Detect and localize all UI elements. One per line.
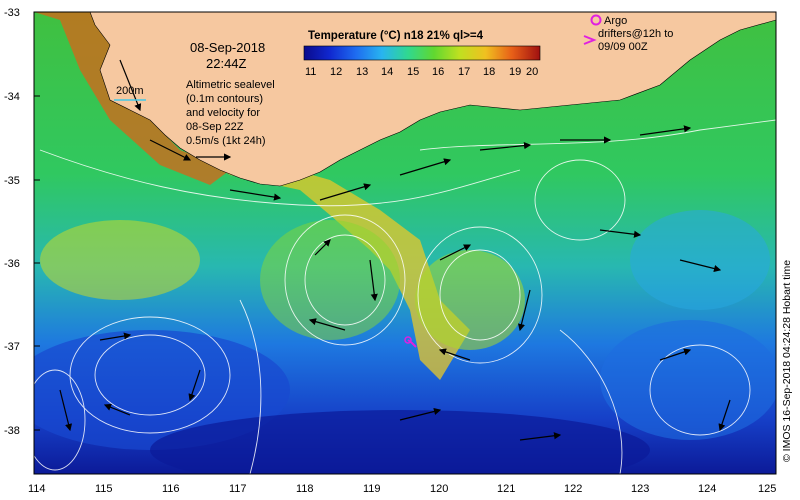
description-line: 08-Sep 22Z [186, 121, 244, 133]
y-tick-label: -37 [4, 341, 20, 353]
argo-legend-line: 09/09 00Z [598, 41, 648, 53]
argo-legend: Argo drifters@12h to 09/09 00Z [583, 14, 673, 53]
map-date: 08-Sep-2018 [190, 40, 265, 55]
x-tick-label: 122 [564, 483, 582, 495]
description-line: (0.1m contours) [186, 93, 263, 105]
land-mass [89, 12, 776, 187]
cold-water-se [600, 320, 776, 440]
x-tick-label: 120 [430, 483, 448, 495]
velocity-vectors [59, 59, 731, 441]
argo-legend-line: Argo [604, 15, 627, 27]
warm-coastal-current [34, 12, 470, 380]
colorbar-tick: 18 [483, 66, 495, 78]
x-axis: 114 115 116 117 118 119 120 121 122 123 … [28, 483, 776, 495]
argo-chevron-icon [583, 35, 597, 45]
colorbar-tick: 19 [509, 66, 521, 78]
argo-drifter-track [404, 336, 417, 348]
map-frame-border [33, 11, 777, 475]
argo-legend-line: drifters@12h to [598, 28, 673, 40]
colorbar-tick: 13 [356, 66, 368, 78]
sealevel-contours [34, 119, 776, 474]
x-tick-label: 124 [698, 483, 716, 495]
warm-eddy [415, 250, 525, 350]
cold-water-sw [34, 330, 290, 450]
colorbar-tick: 11 [305, 66, 316, 78]
x-tick-label: 117 [229, 483, 247, 495]
description-line: 0.5m/s (1kt 24h) [186, 135, 265, 147]
cold-water-s [150, 410, 650, 474]
y-tick-label: -35 [4, 175, 20, 187]
depth-contour-legend-label: 200m [116, 85, 144, 97]
x-tick-label: 114 [28, 483, 46, 495]
y-tick-label: -34 [4, 91, 20, 103]
credit-text: © IMOS 16-Sep-2018 04:24:28 Hobart time [781, 260, 793, 462]
x-tick-label: 125 [758, 483, 776, 495]
y-tick-label: -36 [4, 258, 20, 270]
colorbar-title: Temperature (°C) n18 21% ql>=4 [308, 30, 484, 42]
argo-circle-icon [590, 14, 602, 26]
description-block: Altimetric sealevel (0.1m contours) and … [186, 79, 275, 161]
colorbar-tick: 12 [330, 66, 342, 78]
y-tick-label: -38 [4, 425, 20, 437]
map-time: 22:44Z [206, 56, 247, 71]
x-tick-label: 121 [497, 483, 515, 495]
colorbar-tick: 14 [381, 66, 393, 78]
colorbar: Temperature (°C) n18 21% ql>=4 11 12 13 … [303, 30, 541, 78]
x-tick-label: 115 [95, 483, 113, 495]
colorbar-gradient [303, 45, 541, 61]
x-tick-label: 118 [296, 483, 314, 495]
x-tick-label: 116 [162, 483, 180, 495]
warm-patch-central [260, 220, 400, 340]
map-plot-area [34, 12, 776, 474]
cool-water-e [630, 210, 770, 310]
description-line: and velocity for [186, 107, 260, 119]
colorbar-tick: 15 [407, 66, 419, 78]
description-line: Altimetric sealevel [186, 79, 275, 91]
x-tick-label: 119 [363, 483, 381, 495]
warm-patch-west [40, 220, 200, 300]
colorbar-tick: 20 [526, 66, 538, 78]
y-tick-label: -33 [4, 7, 20, 19]
colorbar-tick: 17 [458, 66, 470, 78]
y-axis: -33 -34 -35 -36 -37 -38 [4, 7, 40, 437]
colorbar-tick: 16 [432, 66, 444, 78]
x-tick-label: 123 [631, 483, 649, 495]
